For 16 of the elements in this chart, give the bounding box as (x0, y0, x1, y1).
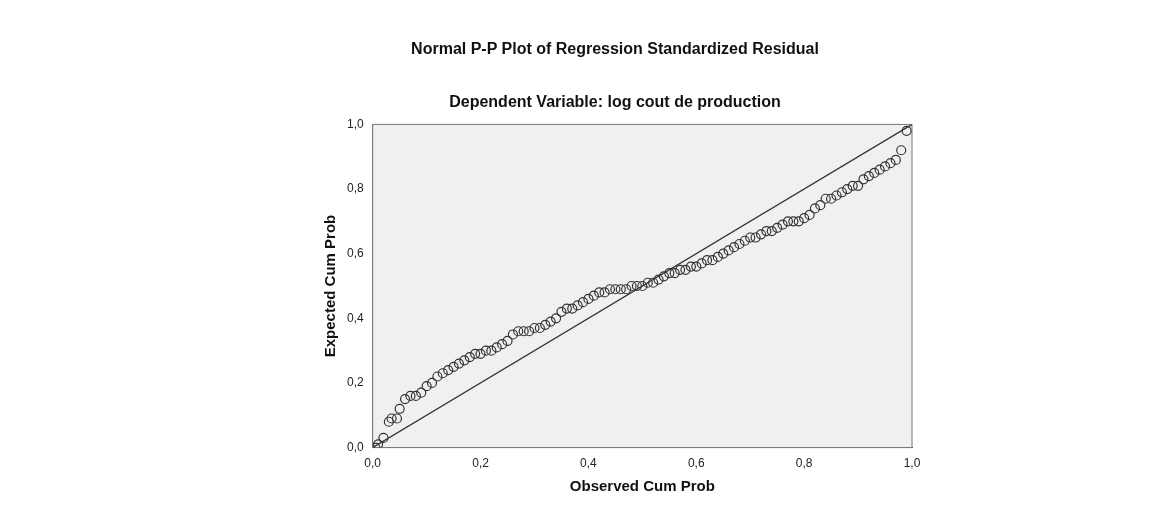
x-tick-label: 0,4 (580, 456, 598, 471)
y-tick-label: 0,2 (346, 375, 364, 390)
y-tick-label: 0,4 (346, 310, 364, 325)
chart-title: Normal P-P Plot of Regression Standardized Residual (411, 40, 819, 58)
x-tick-label: 1,0 (903, 456, 921, 471)
chart-subtitle: Dependent Variable: log cout de production (449, 93, 781, 111)
y-tick-label: 1,0 (346, 116, 364, 131)
x-tick-label: 0,2 (472, 456, 490, 471)
x-tick-label: 0,0 (364, 456, 382, 471)
y-tick-label: 0,8 (346, 181, 364, 196)
x-tick-label: 0,6 (687, 456, 705, 471)
x-axis-title: Observed Cum Prob (569, 477, 715, 495)
y-tick-label: 0,0 (346, 439, 364, 454)
y-axis-title: Expected Cum Prob (321, 214, 339, 358)
y-tick-label: 0,6 (346, 245, 364, 260)
x-tick-label: 0,8 (795, 456, 813, 471)
